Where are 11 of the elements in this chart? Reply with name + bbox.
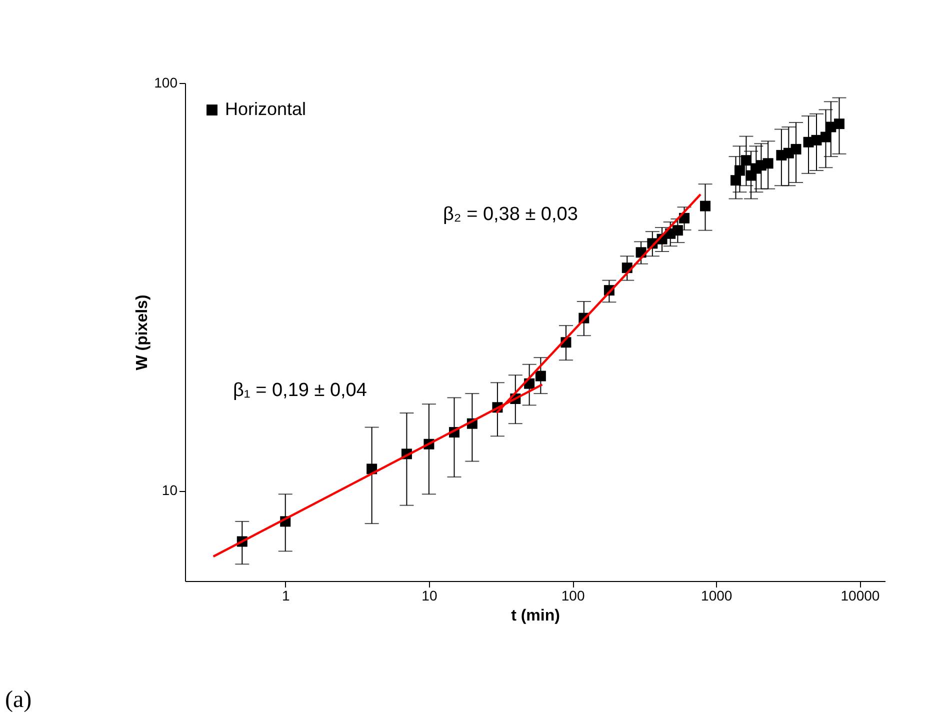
x-tick-label: 1000 [701,588,732,604]
x-tick-label: 1 [282,588,290,604]
annotation: β₁ = 0,19 ± 0,04 [233,380,368,401]
text: (a) [5,687,32,713]
legend-label: Horizontal [225,99,306,119]
x-axis-title: t (min) [511,608,560,624]
y-axis-title: W (pixels) [134,294,152,370]
x-tick-label: 10000 [840,588,880,604]
x-tick-label: 10 [422,588,438,604]
x-tick-label: 100 [561,588,585,604]
annotation: β₂ = 0,38 ± 0,03 [443,204,578,225]
